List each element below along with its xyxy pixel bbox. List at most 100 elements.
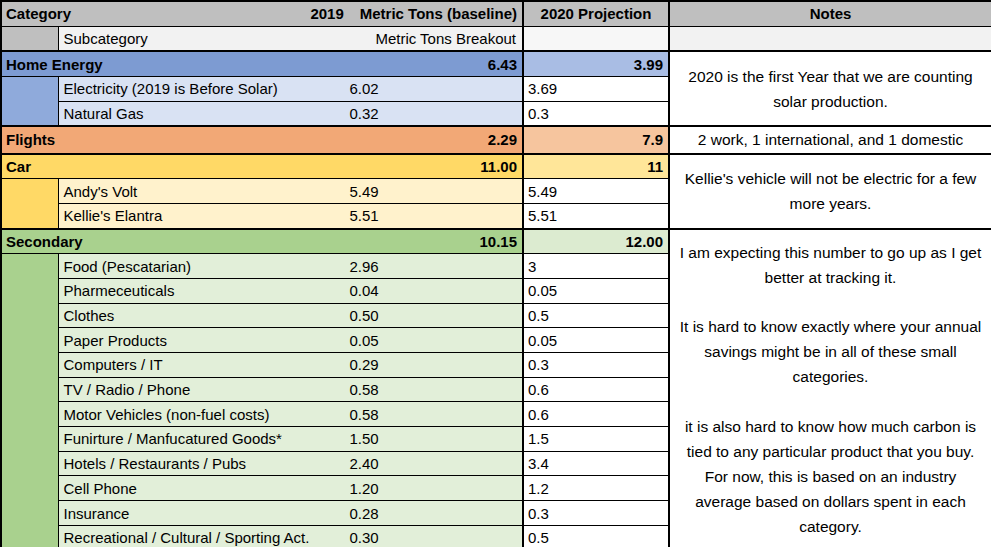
motor-vehicles-non-fuel-costs-row-flex: Motor Vehicles (non-fuel costs)0.58: [59, 406, 523, 423]
header-category-cell[interactable]: Category2019Metric Tons (baseline): [1, 1, 523, 26]
motor-vehicles-non-fuel-costs-projection-cell[interactable]: 0.6: [523, 402, 669, 427]
car-projection-cell[interactable]: 11: [523, 154, 669, 179]
paper-products-label: Paper Products: [59, 332, 350, 349]
kellie-s-elantra-projection-cell[interactable]: 5.51: [523, 203, 669, 228]
subcategory-header-cell[interactable]: SubcategoryMetric Tons Breakout: [58, 26, 523, 51]
natural-gas-row-flex: Natural Gas0.32: [59, 105, 523, 122]
natural-gas-projection-cell[interactable]: 0.3: [523, 101, 669, 126]
flights-note-cell[interactable]: 2 work, 1 international, and 1 domestic: [669, 126, 991, 153]
home-energy-note-paragraph: 2020 is the first Year that we are count…: [675, 64, 986, 114]
flights-projection-cell[interactable]: 7.9: [523, 126, 669, 153]
projection-blank-cell[interactable]: [523, 26, 669, 51]
secondary-baseline-value: 10.15: [479, 233, 522, 250]
tv-radio-phone-name-cell[interactable]: TV / Radio / Phone0.58: [58, 377, 523, 402]
computers-it-projection-cell[interactable]: 0.3: [523, 353, 669, 378]
tv-radio-phone-label: TV / Radio / Phone: [59, 381, 350, 398]
secondary-note-cell[interactable]: I am expecting this number to go up as I…: [669, 229, 991, 547]
andy-s-volt-projection-cell[interactable]: 5.49: [523, 179, 669, 204]
car-label: Car: [2, 158, 31, 175]
section-row-car: Car11.0011Kellie's vehicle will not be e…: [1, 154, 991, 179]
funirture-manfucatured-goods-row-flex: Funirture / Manfucatured Goods*1.50: [59, 430, 523, 447]
secondary-label: Secondary: [2, 233, 83, 250]
secondary-projection-cell[interactable]: 12.00: [523, 229, 669, 254]
hotels-restaurants-pubs-name-cell[interactable]: Hotels / Restaurants / Pubs2.40: [58, 451, 523, 476]
food-pescatarian-projection-cell[interactable]: 3: [523, 254, 669, 279]
tv-radio-phone-projection-cell[interactable]: 0.6: [523, 377, 669, 402]
tv-radio-phone-baseline-value: 0.58: [350, 381, 379, 398]
year-header-label: 2019: [310, 5, 343, 22]
home-energy-color-strip-cell[interactable]: [1, 77, 58, 127]
kellie-s-elantra-baseline-value: 5.51: [350, 207, 379, 224]
car-note-cell[interactable]: Kellie's vehicle will not be electric fo…: [669, 154, 991, 229]
computers-it-baseline-value: 0.29: [350, 356, 379, 373]
andy-s-volt-name-cell[interactable]: Andy's Volt5.49: [58, 179, 523, 204]
insurance-name-cell[interactable]: Insurance0.28: [58, 501, 523, 526]
pharmeceuticals-name-cell[interactable]: Pharmeceuticals0.04: [58, 278, 523, 303]
recreational-cultural-sporting-act-name-cell[interactable]: Recreational / Cultural / Sporting Act.0…: [58, 525, 523, 547]
recreational-cultural-sporting-act-projection-cell[interactable]: 0.5: [523, 525, 669, 547]
electricity-2019-is-before-solar-row-flex: Electricity (2019 is Before Solar)6.02: [59, 80, 523, 97]
kellie-s-elantra-row-flex: Kellie's Elantra5.51: [59, 207, 523, 224]
electricity-2019-is-before-solar-baseline-value: 6.02: [350, 80, 379, 97]
home-energy-note-cell[interactable]: 2020 is the first Year that we are count…: [669, 51, 991, 126]
car-title-cell[interactable]: Car 11.00: [1, 154, 523, 179]
recreational-cultural-sporting-act-baseline-value: 0.30: [350, 529, 379, 546]
insurance-baseline-value: 0.28: [350, 505, 379, 522]
home-energy-baseline-value: 6.43: [488, 56, 522, 73]
secondary-note-paragraph: I am expecting this number to go up as I…: [675, 240, 986, 290]
cell-phone-name-cell[interactable]: Cell Phone1.20: [58, 476, 523, 501]
sheet-body: Category2019Metric Tons (baseline)2020 P…: [1, 1, 991, 547]
motor-vehicles-non-fuel-costs-name-cell[interactable]: Motor Vehicles (non-fuel costs)0.58: [58, 402, 523, 427]
natural-gas-name-cell[interactable]: Natural Gas0.32: [58, 101, 523, 126]
flights-title-cell[interactable]: Flights2.29: [1, 126, 523, 153]
andy-s-volt-label: Andy's Volt: [59, 183, 350, 200]
funirture-manfucatured-goods-projection-cell[interactable]: 1.5: [523, 427, 669, 452]
carbon-footprint-spreadsheet: Category2019Metric Tons (baseline)2020 P…: [0, 0, 991, 547]
home-energy-projection-cell[interactable]: 3.99: [523, 51, 669, 76]
funirture-manfucatured-goods-baseline-value: 1.50: [350, 430, 379, 447]
secondary-title-cell[interactable]: Secondary 10.15: [1, 229, 523, 254]
cell-phone-label: Cell Phone: [59, 480, 350, 497]
header-notes-cell[interactable]: Notes: [669, 1, 991, 26]
kellie-s-elantra-label: Kellie's Elantra: [59, 207, 350, 224]
clothes-baseline-value: 0.50: [350, 307, 379, 324]
car-note-paragraph: Kellie's vehicle will not be electric fo…: [675, 166, 986, 216]
home-energy-label: Home Energy: [2, 56, 103, 73]
paper-products-name-cell[interactable]: Paper Products0.05: [58, 328, 523, 353]
home-energy-title-cell[interactable]: Home Energy 6.43: [1, 51, 523, 76]
notes-blank-cell[interactable]: [669, 26, 991, 51]
subcategory-header-label: Subcategory: [59, 30, 148, 47]
funirture-manfucatured-goods-name-cell[interactable]: Funirture / Manfucatured Goods*1.50: [58, 427, 523, 452]
clothes-projection-cell[interactable]: 0.5: [523, 303, 669, 328]
hotels-restaurants-pubs-baseline-value: 2.40: [350, 455, 379, 472]
secondary-color-strip-cell[interactable]: [1, 254, 58, 547]
motor-vehicles-non-fuel-costs-label: Motor Vehicles (non-fuel costs): [59, 406, 350, 423]
secondary-note-paragraph: it is also hard to know how much carbon …: [675, 414, 986, 540]
subcategory-corner-cell[interactable]: [1, 26, 58, 51]
car-color-strip-cell[interactable]: [1, 179, 58, 229]
food-pescatarian-name-cell[interactable]: Food (Pescatarian)2.96: [58, 254, 523, 279]
car-baseline-value: 11.00: [480, 158, 522, 175]
computers-it-label: Computers / IT: [59, 356, 350, 373]
electricity-2019-is-before-solar-projection-cell[interactable]: 3.69: [523, 77, 669, 102]
pharmeceuticals-projection-cell[interactable]: 0.05: [523, 278, 669, 303]
clothes-name-cell[interactable]: Clothes0.50: [58, 303, 523, 328]
food-pescatarian-row-flex: Food (Pescatarian)2.96: [59, 258, 523, 275]
clothes-label: Clothes: [59, 307, 350, 324]
computers-it-name-cell[interactable]: Computers / IT0.29: [58, 353, 523, 378]
hotels-restaurants-pubs-row-flex: Hotels / Restaurants / Pubs2.40: [59, 455, 523, 472]
secondary-note-paragraph: It is hard to know exactly where your an…: [675, 314, 986, 389]
paper-products-projection-cell[interactable]: 0.05: [523, 328, 669, 353]
header-projection-cell[interactable]: 2020 Projection: [523, 1, 669, 26]
section-row-home-energy: Home Energy6.433.992020 is the first Yea…: [1, 51, 991, 76]
hotels-restaurants-pubs-projection-cell[interactable]: 3.4: [523, 451, 669, 476]
pharmeceuticals-row-flex: Pharmeceuticals0.04: [59, 282, 523, 299]
insurance-projection-cell[interactable]: 0.3: [523, 501, 669, 526]
cell-phone-projection-cell[interactable]: 1.2: [523, 476, 669, 501]
pharmeceuticals-label: Pharmeceuticals: [59, 282, 350, 299]
kellie-s-elantra-name-cell[interactable]: Kellie's Elantra5.51: [58, 203, 523, 228]
header-row: Category2019Metric Tons (baseline)2020 P…: [1, 1, 991, 26]
paper-products-row-flex: Paper Products0.05: [59, 332, 523, 349]
electricity-2019-is-before-solar-name-cell[interactable]: Electricity (2019 is Before Solar)6.02: [58, 77, 523, 102]
hotels-restaurants-pubs-label: Hotels / Restaurants / Pubs: [59, 455, 350, 472]
